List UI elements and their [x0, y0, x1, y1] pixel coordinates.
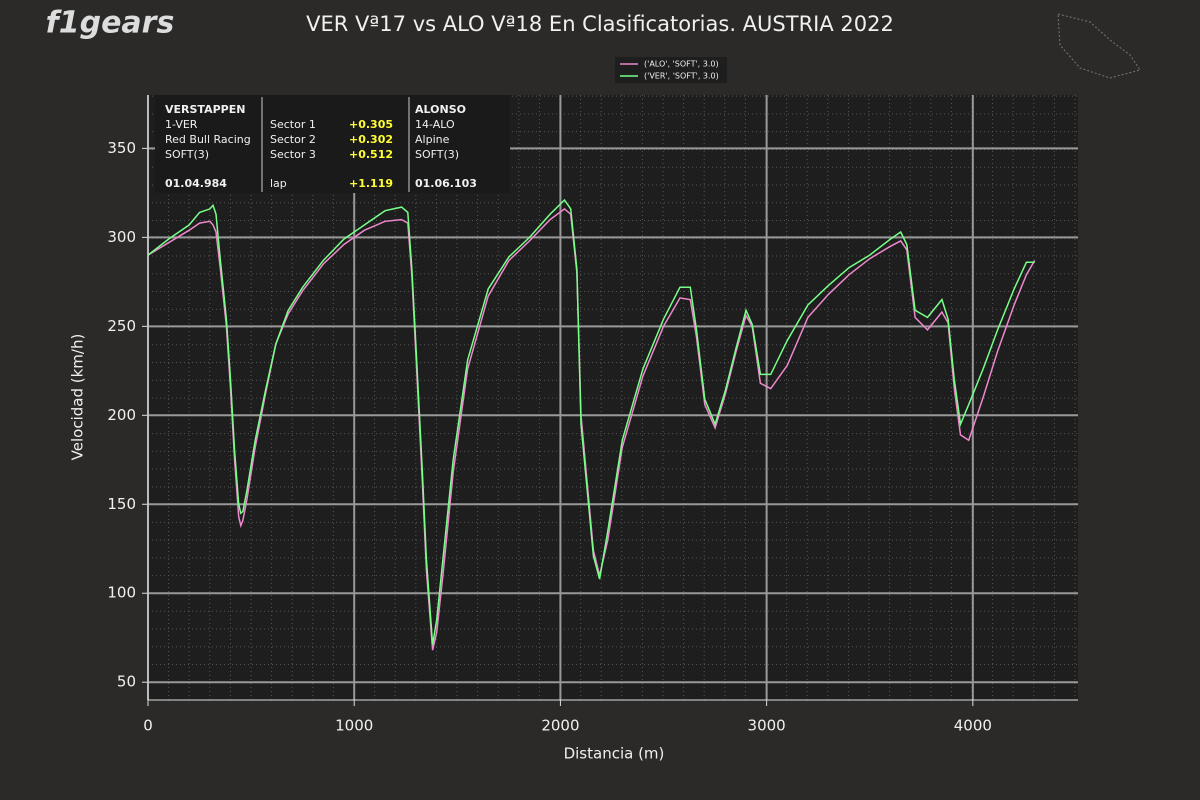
sector-label: Sector 1 [270, 118, 316, 131]
series-line [147, 198, 1035, 645]
driver-info: 14-ALO [415, 118, 455, 131]
x-tick-label: 4000 [954, 717, 992, 735]
legend-label: ('ALO', 'SOFT', 3.0) [644, 60, 719, 69]
legend-box [615, 57, 727, 83]
driver-info: 01.06.103 [415, 177, 477, 190]
legend-label: ('VER', 'SOFT', 3.0) [644, 72, 719, 81]
x-axis-label: Distancia (m) [564, 745, 665, 763]
driver-info: VERSTAPPEN [165, 103, 245, 116]
y-axis-label: Velocidad (km/h) [69, 334, 87, 461]
y-tick-label: 150 [107, 495, 136, 513]
driver-info: 1-VER [165, 118, 198, 131]
sector-label: Sector 3 [270, 148, 316, 161]
chart-title: VER Vª17 vs ALO Vª18 En Clasificatorias.… [306, 12, 894, 36]
y-tick-label: 50 [117, 673, 136, 691]
y-tick-label: 100 [107, 584, 136, 602]
y-tick-label: 300 [107, 228, 136, 246]
x-tick-label: 2000 [541, 717, 579, 735]
grid [142, 95, 1078, 706]
y-tick-label: 250 [107, 317, 136, 335]
x-tick-label: 0 [143, 717, 153, 735]
sector-delta: +0.305 [349, 118, 393, 131]
sector-delta: +0.512 [349, 148, 393, 161]
driver-info: 01.04.984 [165, 177, 227, 190]
lines [147, 198, 1036, 651]
y-tick-label: 200 [107, 406, 136, 424]
x-tick-label: 1000 [335, 717, 373, 735]
driver-info: SOFT(3) [165, 148, 209, 161]
logo: f1gears [46, 6, 175, 41]
info-box: VERSTAPPEN 1-VER Red Bull Racing SOFT(3) 01.… [155, 95, 510, 193]
legend: ('ALO', 'SOFT', 3.0) ('VER', 'SOFT', 3.0) [615, 57, 727, 83]
plot-area [148, 95, 1078, 700]
sector-delta: +1.119 [349, 177, 393, 190]
track-map [1057, 13, 1141, 79]
sector-delta: +0.302 [349, 133, 393, 146]
x-tick-label: 3000 [748, 717, 786, 735]
driver-info: ALONSO [415, 103, 466, 116]
driver-info: Alpine [415, 133, 450, 146]
sector-label: Sector 2 [270, 133, 316, 146]
sector-label: lap [270, 177, 287, 190]
info-background [155, 95, 510, 193]
y-tick-label: 350 [107, 139, 136, 157]
driver-info: SOFT(3) [415, 148, 459, 161]
driver-info: Red Bull Racing [165, 133, 251, 146]
